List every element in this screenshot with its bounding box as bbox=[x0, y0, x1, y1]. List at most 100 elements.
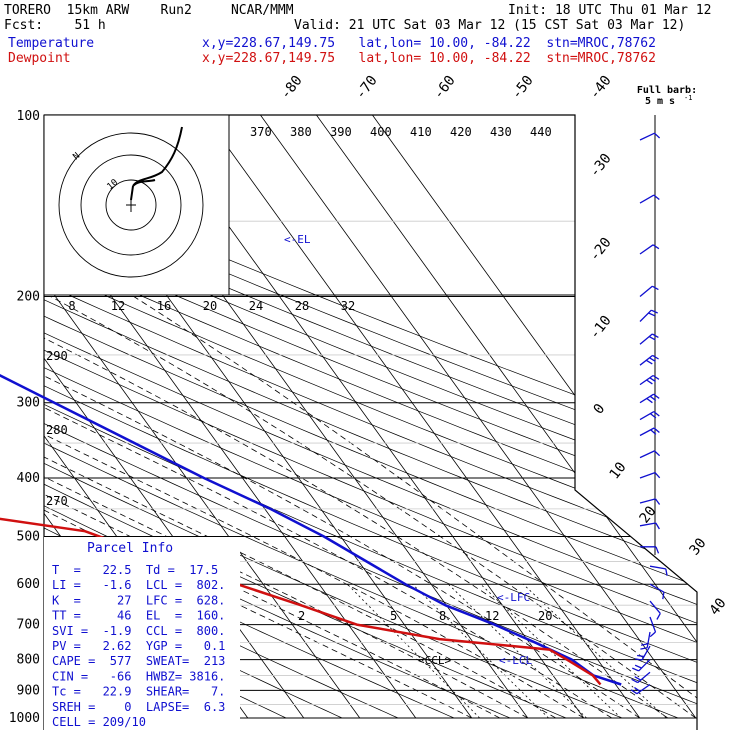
level-annotation: <-LFC bbox=[497, 591, 530, 604]
wind-barb bbox=[639, 471, 661, 479]
theta-label: 430 bbox=[490, 125, 512, 139]
theta-label: 280 bbox=[46, 423, 68, 437]
wind-scale-label: 20 bbox=[203, 299, 217, 313]
wind-barbs bbox=[630, 132, 668, 695]
hodograph-ring bbox=[58, 132, 204, 278]
theta-label: 390 bbox=[330, 125, 352, 139]
hodograph-ring bbox=[80, 154, 182, 256]
isotherm-line bbox=[44, 115, 361, 719]
parcel-info-row: SVI = -1.9 CCL = 800. bbox=[52, 624, 225, 638]
wind-scale-label: 8 bbox=[68, 299, 75, 313]
wind-scale-label: 32 bbox=[341, 299, 355, 313]
theta-label: 400 bbox=[370, 125, 392, 139]
wind-barb bbox=[634, 645, 651, 661]
temperature-location: x,y=228.67,149.75 lat,lon= 10.00, -84.22… bbox=[202, 36, 656, 51]
mixing-ratio-label: 12 bbox=[485, 609, 499, 623]
hodograph-ring bbox=[105, 179, 157, 231]
init-time-label: Init: 18 UTC Thu 01 Mar 12 bbox=[508, 3, 712, 18]
parcel-info-bg bbox=[44, 537, 240, 730]
pressure-tick-label: 800 bbox=[17, 653, 40, 668]
pressure-tick-label: 900 bbox=[17, 683, 40, 698]
model-run-label: TORERO 15km ARW Run2 NCAR/MMM bbox=[4, 3, 294, 18]
parcel-info-row: PV = 2.62 YGP = 0.1 bbox=[52, 639, 225, 653]
mixing-ratio-line bbox=[347, 583, 480, 719]
moist-adiabat-line bbox=[50, 296, 697, 719]
parcel-info-box: Parcel Info T = 22.5 Td = 17.5LI = -1.6 L… bbox=[44, 537, 240, 730]
forecast-hour-label: Fcst: 51 h bbox=[4, 18, 106, 33]
mixing-ratio-line bbox=[448, 583, 587, 719]
mixing-ratio-line bbox=[412, 583, 549, 719]
mixing-ratio-label: 8 bbox=[439, 609, 446, 623]
theta-label: 270 bbox=[46, 494, 68, 508]
wind-scale-label: 28 bbox=[295, 299, 309, 313]
hodograph-frame bbox=[43, 114, 230, 296]
dewpoint-legend: Dewpoint bbox=[8, 51, 71, 66]
isotherm-label: -70 bbox=[353, 73, 381, 103]
isotherm-line bbox=[204, 115, 641, 719]
hodograph: 10N bbox=[43, 114, 230, 296]
wind-barb bbox=[639, 427, 660, 437]
isotherm-label: -40 bbox=[587, 73, 615, 103]
wind-barb bbox=[639, 194, 660, 204]
wind-barb bbox=[630, 683, 651, 695]
wind-barb bbox=[632, 659, 651, 672]
isotherm-line bbox=[316, 115, 697, 719]
isotherm-label: -20 bbox=[587, 235, 615, 265]
mixing-ratio-label: 2 bbox=[298, 609, 305, 623]
parcel-info-row: CIN = -66 HWBZ= 3816. bbox=[52, 669, 225, 683]
pressure-tick-label: 1000 bbox=[9, 711, 40, 726]
wind-barb bbox=[639, 411, 660, 421]
wind-barb bbox=[639, 498, 661, 505]
parcel-info-row: T = 22.5 Td = 17.5 bbox=[52, 563, 218, 577]
wind-barb bbox=[639, 309, 658, 322]
wind-barb bbox=[640, 546, 660, 554]
parcel-info-row: TT = 46 EL = 160. bbox=[52, 609, 225, 623]
wind-barb bbox=[639, 450, 661, 459]
wind-barb bbox=[639, 354, 659, 366]
parcel-info-row: SREH = 0 LAPSE= 6.3 bbox=[52, 700, 225, 714]
temperature-legend: Temperature bbox=[8, 36, 95, 51]
parcel-info-row: CELL = 209/10 bbox=[52, 715, 146, 729]
valid-time-label: Valid: 21 UTC Sat 03 Mar 12 (15 CST Sat … bbox=[294, 18, 686, 33]
theta-label: 380 bbox=[290, 125, 312, 139]
isotherm-label: -30 bbox=[587, 151, 615, 181]
wind-barb bbox=[649, 600, 661, 620]
wind-barb bbox=[631, 671, 651, 684]
dewpoint-location: x,y=228.67,149.75 lat,lon= 10.00, -84.22… bbox=[202, 51, 656, 66]
level-annotation: <-LCL bbox=[499, 654, 532, 667]
mixing-ratio-label: 20 bbox=[538, 609, 552, 623]
mixing-ratio-label: 5 bbox=[390, 609, 397, 623]
hodograph-ring-label: N bbox=[72, 151, 83, 162]
wind-barb bbox=[649, 616, 657, 638]
parcel-info-row: LI = -1.6 LCL = 802. bbox=[52, 578, 225, 592]
barb-scale-units: 5 m s bbox=[645, 96, 675, 107]
theta-label: 440 bbox=[530, 125, 552, 139]
wind-barb bbox=[640, 631, 651, 650]
isotherm-label: 30 bbox=[687, 535, 710, 558]
wind-barb bbox=[639, 132, 661, 141]
barb-scale-exponent: -1 bbox=[684, 94, 692, 102]
moist-adiabat-line bbox=[44, 296, 641, 719]
barb-scale-title: Full barb: bbox=[637, 85, 697, 96]
isotherm-label: -80 bbox=[278, 73, 306, 103]
wind-barb bbox=[639, 374, 660, 386]
parcel-info-title: Parcel Info bbox=[87, 541, 173, 556]
theta-label: 290 bbox=[46, 349, 68, 363]
pressure-tick-label: 400 bbox=[17, 471, 40, 486]
wind-barb bbox=[639, 333, 659, 345]
theta-label: 410 bbox=[410, 125, 432, 139]
parcel-info-row: K = 27 LFC = 628. bbox=[52, 593, 225, 607]
mixing-ratio-line bbox=[480, 583, 622, 719]
moist-adiabat-line bbox=[44, 296, 613, 719]
wind-barb bbox=[649, 565, 668, 576]
isotherm-label: 0 bbox=[591, 401, 609, 417]
wind-barb bbox=[639, 393, 660, 404]
moist-adiabat-line bbox=[44, 296, 669, 719]
pressure-tick-label: 300 bbox=[17, 396, 40, 411]
pressure-tick-label: 700 bbox=[17, 618, 40, 633]
isotherm-label: 10 bbox=[607, 459, 630, 482]
theta-label: 370 bbox=[250, 125, 272, 139]
wind-scale-label: 24 bbox=[249, 299, 263, 313]
level-annotation: <-EL bbox=[284, 233, 311, 246]
